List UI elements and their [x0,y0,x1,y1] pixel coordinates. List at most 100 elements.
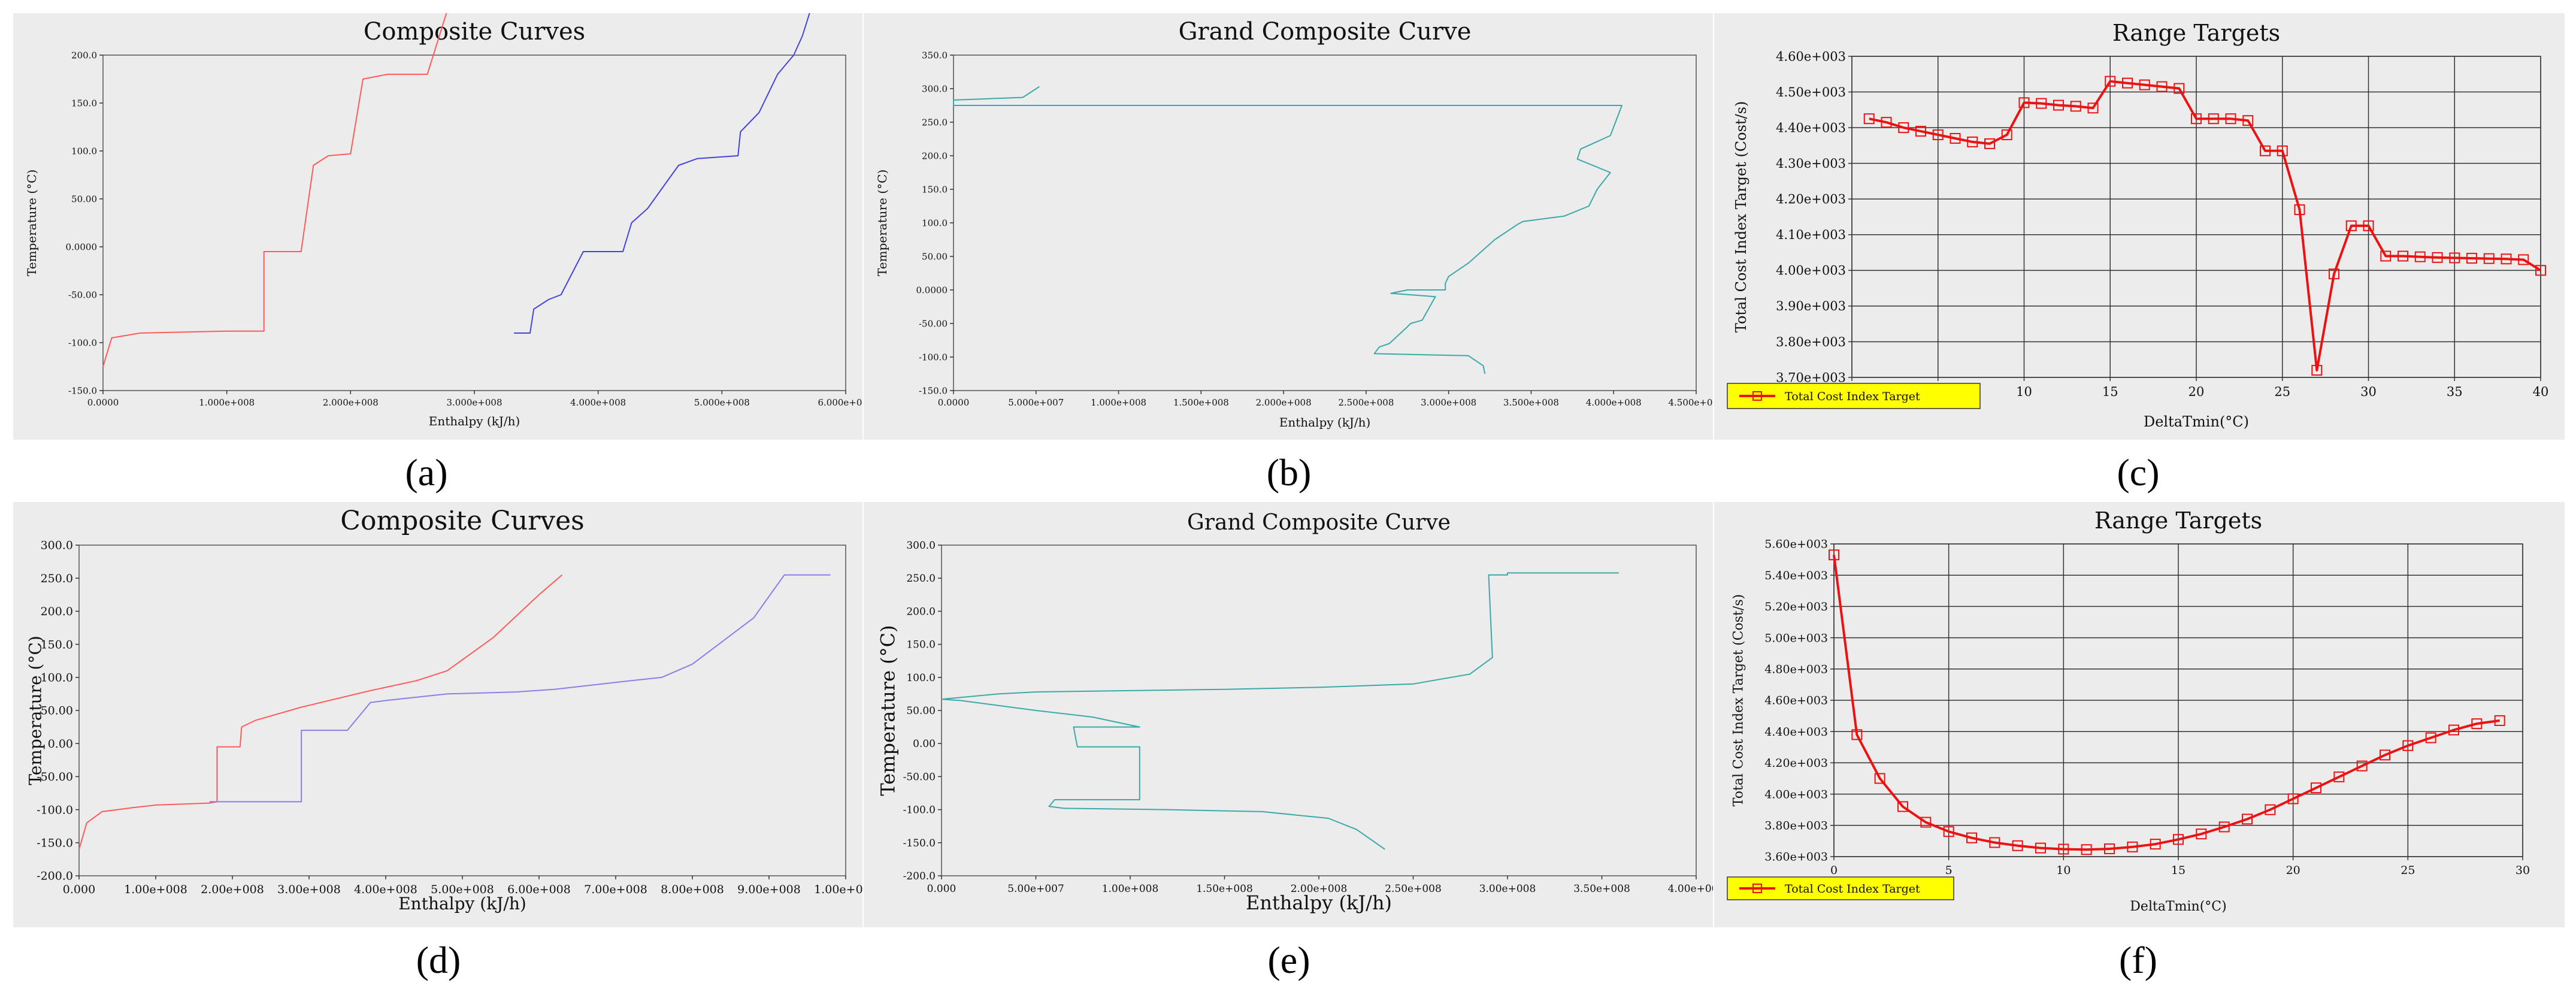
y-tick-label: 100.0 [41,671,73,684]
data-point [2265,804,2276,815]
y-tick-label: 100.0 [922,217,948,228]
y-tick-label: 300.0 [906,540,936,552]
y-tick-label: 4.40e+003 [1776,120,1846,135]
chart-title: Range Targets [2094,507,2262,534]
series-line-1 [941,572,1619,850]
x-tick-label: 8.00e+008 [661,883,724,896]
data-point [2356,760,2368,772]
x-tick-label: 30 [2360,385,2377,399]
data-point [2333,771,2345,782]
x-tick-label: 4.00e+008 [354,883,417,896]
data-point [2494,715,2505,726]
data-point [2466,253,2477,264]
data-point [2363,220,2374,231]
y-tick-label: 5.60e+003 [1764,538,1828,551]
y-tick-label: 3.60e+003 [1764,851,1828,864]
data-point [2018,97,2030,108]
data-point [2070,101,2081,112]
data-point [2001,129,2012,141]
series-line-1 [78,574,563,850]
series-line-1 [1869,80,2542,372]
y-tick-label: 4.60e+003 [1764,694,1828,707]
y-tick-label: -50.00 [68,289,97,300]
y-tick-label: 4.00e+003 [1776,264,1846,278]
y-axis-label: Total Cost Index Target (Cost/s) [1732,594,1746,806]
legend-swatch-marker [1752,884,1762,893]
data-point [1881,117,1892,128]
data-point [2196,828,2207,840]
x-tick-label: 5 [1945,864,1953,877]
caption-f: (f) [2119,939,2157,981]
x-tick-label: 3.500e+008 [1503,397,1559,408]
y-tick-label: 50.00 [922,251,948,262]
y-tick-label: 4.40e+003 [1764,725,1828,739]
plot-area [78,545,846,876]
chart-title: Grand Composite Curve [1187,510,1451,535]
data-point [2122,77,2133,89]
x-tick-label: 2.00e+008 [201,883,264,896]
data-point [2260,145,2271,156]
data-point [2449,252,2460,264]
x-tick-label: 9.00e+008 [737,883,801,896]
legend-label: Total Cost Index Target [1785,882,1920,896]
y-tick-label: 3.80e+003 [1776,335,1846,349]
data-point [2150,839,2161,850]
data-point [2087,102,2099,114]
series-line-2 [514,13,810,334]
data-point [1897,801,1908,812]
x-tick-label: 2.000e+008 [1256,397,1312,408]
x-tick-label: 0.0000 [938,397,970,408]
y-tick-label: 0.0000 [916,285,948,295]
data-point [2425,732,2436,743]
plot-area [941,545,1697,876]
y-axis-label: Temperature (°C) [877,625,900,796]
data-point [2311,365,2323,376]
data-point [1898,122,1909,134]
y-tick-label: -150.0 [919,385,948,396]
data-point [2501,253,2512,265]
chart-panel-d: Composite Curves -200.0 -150.0 -100.0 -50.00… [13,502,862,927]
data-point [2058,843,2069,855]
caption-b: (b) [1266,451,1312,494]
data-point [2242,813,2253,825]
chart-panel-b: Grand Composite Curve -150.0 -100.0 -50.00 0… [864,13,1713,440]
data-point [2127,841,2138,852]
x-tick-label: 5.000e+007 [1008,397,1064,408]
chart-a: Composite Curves -150.0 -100.0 -50.00 0.0000… [25,13,862,428]
x-axis-label: Enthalpy (kJ/h) [1279,415,1371,430]
y-tick-label: 250.0 [922,117,948,128]
data-point [2414,251,2426,262]
series-line-1 [102,13,447,367]
data-point [2402,740,2414,751]
x-tick-label: 10 [2016,385,2032,399]
x-tick-label: 35 [2447,385,2463,399]
legend-label: Total Cost Index Target [1785,390,1920,403]
x-tick-label: 0.000 [927,883,956,895]
y-tick-label: 4.10e+003 [1776,228,1846,242]
x-tick-label: 2.00e+008 [1291,883,1348,895]
data-point [2380,749,2390,761]
data-point [2277,145,2288,156]
x-tick-label: 20 [2188,385,2205,399]
x-tick-label: 2.50e+008 [1385,883,1442,895]
data-point [2218,821,2230,833]
chart-title: Composite Curves [364,18,585,46]
y-tick-label: 3.80e+003 [1764,819,1828,832]
x-axis-label: Enthalpy (kJ/h) [1246,891,1392,914]
x-tick-label: 3.000e+008 [1421,397,1476,408]
data-point [1989,837,2000,848]
y-tick-label: 50.00 [41,704,73,718]
x-tick-label: 5.00e+008 [431,883,494,896]
y-tick-label: -150.0 [903,837,936,849]
chart-b: Grand Composite Curve -150.0 -100.0 -50.00 0… [875,18,1713,430]
data-point [1851,729,1863,740]
y-tick-label: 50.00 [906,705,936,717]
data-point [2081,844,2092,855]
y-tick-label: -150.0 [68,385,97,396]
data-point [2208,113,2219,125]
data-point [2036,98,2047,109]
data-point [2294,204,2305,216]
series-line-2 [209,574,831,803]
y-tick-label: 3.90e+003 [1776,299,1846,313]
data-point [2287,793,2299,805]
